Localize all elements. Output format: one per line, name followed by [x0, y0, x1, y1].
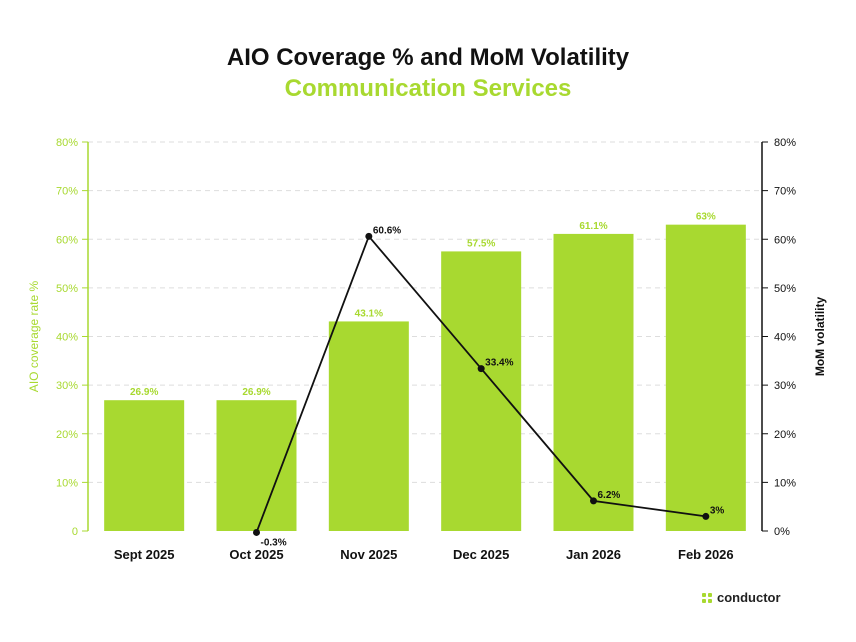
- left-tick-label: 30%: [56, 380, 78, 392]
- left-tick-label: 20%: [56, 429, 78, 441]
- left-tick-label: 0: [72, 526, 78, 538]
- volatility-data-label: -0.3%: [261, 537, 287, 548]
- bar-data-label: 57.5%: [467, 238, 495, 249]
- right-tick-label: 80%: [774, 137, 796, 149]
- right-tick-label: 60%: [774, 234, 796, 246]
- bar: [665, 224, 746, 531]
- x-tick-label: Oct 2025: [229, 547, 283, 562]
- bar-data-label: 26.9%: [130, 387, 158, 398]
- x-tick-label: Jan 2026: [566, 547, 621, 562]
- bar: [104, 400, 185, 531]
- right-tick-label: 20%: [774, 429, 796, 441]
- bar-data-label: 61.1%: [579, 221, 607, 232]
- bar: [328, 321, 409, 531]
- left-tick-label: 80%: [56, 137, 78, 149]
- left-tick-label: 40%: [56, 332, 78, 344]
- x-tick-label: Feb 2026: [678, 547, 734, 562]
- volatility-point: [702, 512, 710, 520]
- bar-data-label: 63%: [696, 212, 716, 223]
- bar: [553, 233, 634, 531]
- x-tick-label: Sept 2025: [114, 547, 175, 562]
- left-tick-label: 10%: [56, 477, 78, 489]
- bar: [441, 251, 522, 531]
- chart-subtitle: Communication Services: [284, 75, 572, 102]
- right-tick-label: 0%: [774, 526, 790, 538]
- right-tick-label: 50%: [774, 283, 796, 295]
- volatility-data-label: 6.2%: [598, 490, 621, 501]
- volatility-point: [477, 365, 485, 373]
- volatility-data-label: 33.4%: [485, 358, 513, 369]
- brand-name: conductor: [717, 590, 781, 605]
- bar: [216, 400, 297, 531]
- right-tick-label: 70%: [774, 186, 796, 198]
- chart-title: AIO Coverage % and MoM Volatility: [226, 44, 630, 71]
- x-tick-label: Nov 2025: [340, 547, 397, 562]
- volatility-data-label: 60.6%: [373, 225, 401, 236]
- bar-data-label: 26.9%: [242, 387, 270, 398]
- volatility-point: [590, 497, 597, 505]
- right-tick-label: 30%: [774, 380, 796, 392]
- volatility-point: [253, 528, 260, 536]
- volatility-point: [365, 232, 373, 240]
- right-tick-label: 10%: [774, 477, 796, 489]
- left-axis-title: AIO coverage rate %: [27, 280, 41, 392]
- right-axis-title: MoM volatility: [813, 297, 827, 377]
- left-tick-label: 60%: [56, 234, 78, 246]
- conductor-logo: conductor: [702, 590, 781, 605]
- right-tick-label: 40%: [774, 332, 796, 344]
- left-tick-label: 70%: [56, 186, 78, 198]
- volatility-data-label: 3%: [710, 505, 725, 516]
- x-tick-label: Dec 2025: [453, 547, 509, 562]
- conductor-logo-icon: [702, 592, 712, 603]
- bar-data-label: 43.1%: [355, 308, 383, 319]
- left-tick-label: 50%: [56, 283, 78, 295]
